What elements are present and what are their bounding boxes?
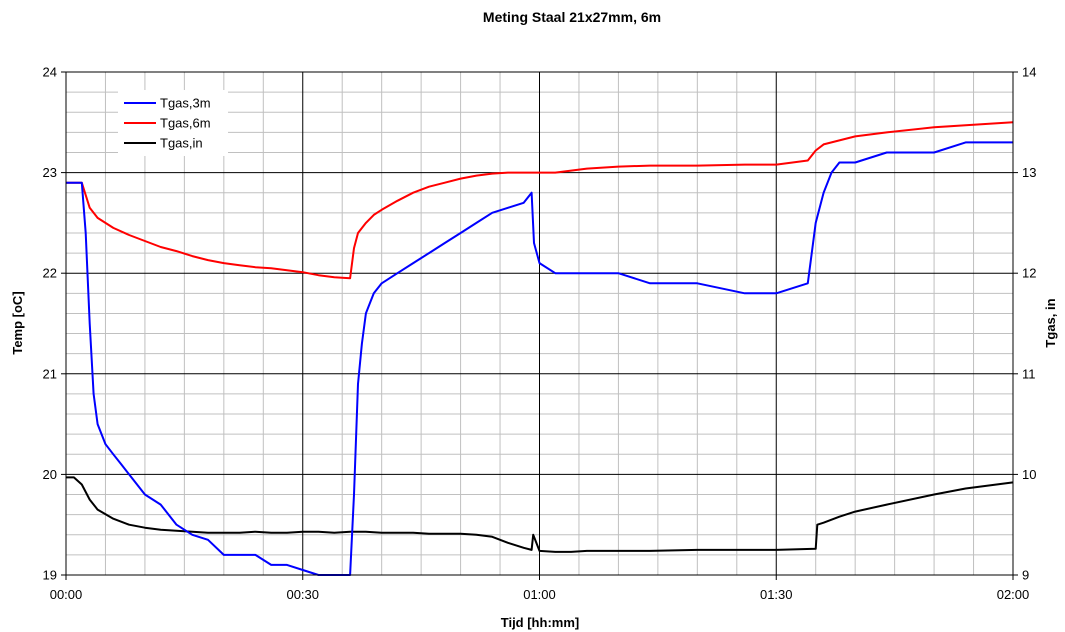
y2-axis-label: Tgas, in	[1043, 298, 1058, 347]
x-axis: 00:00 00:30 01:00 01:30 02:00	[50, 575, 1030, 602]
y-tick-label: 21	[43, 366, 57, 381]
series-line-tgas-3m	[66, 141, 1013, 576]
series-line-tgas-6m	[66, 121, 1014, 280]
legend-label: Tgas,6m	[160, 116, 211, 131]
series-layer	[66, 121, 1014, 576]
y2-tick-label: 14	[1022, 65, 1036, 80]
y-axis-right: 9 10 11 12 13 14	[1013, 65, 1036, 583]
y-tick-label: 19	[43, 568, 57, 583]
chart-title: Meting Staal 21x27mm, 6m	[483, 9, 661, 25]
x-tick-label: 01:30	[760, 587, 793, 602]
y2-tick-label: 12	[1022, 266, 1036, 281]
x-tick-label: 02:00	[997, 587, 1030, 602]
x-tick-label: 00:00	[50, 587, 83, 602]
x-tick-label: 00:30	[286, 587, 319, 602]
y-tick-label: 24	[43, 65, 57, 80]
y2-tick-label: 10	[1022, 467, 1036, 482]
y-tick-label: 20	[43, 467, 57, 482]
y2-tick-label: 13	[1022, 165, 1036, 180]
y-tick-label: 22	[43, 266, 57, 281]
series-line-tgas-in	[66, 476, 1014, 553]
x-tick-label: 01:00	[523, 587, 556, 602]
y-axis-label: Temp [oC]	[10, 291, 25, 354]
y2-tick-label: 9	[1022, 568, 1029, 583]
y2-tick-label: 11	[1022, 366, 1036, 381]
y-tick-label: 23	[43, 165, 57, 180]
legend: Tgas,3m Tgas,6m Tgas,in	[118, 90, 228, 156]
x-axis-label: Tijd [hh:mm]	[501, 615, 579, 630]
legend-label: Tgas,3m	[160, 96, 211, 111]
legend-label: Tgas,in	[160, 136, 203, 151]
y-axis-left: 19 20 21 22 23 24	[43, 65, 66, 583]
